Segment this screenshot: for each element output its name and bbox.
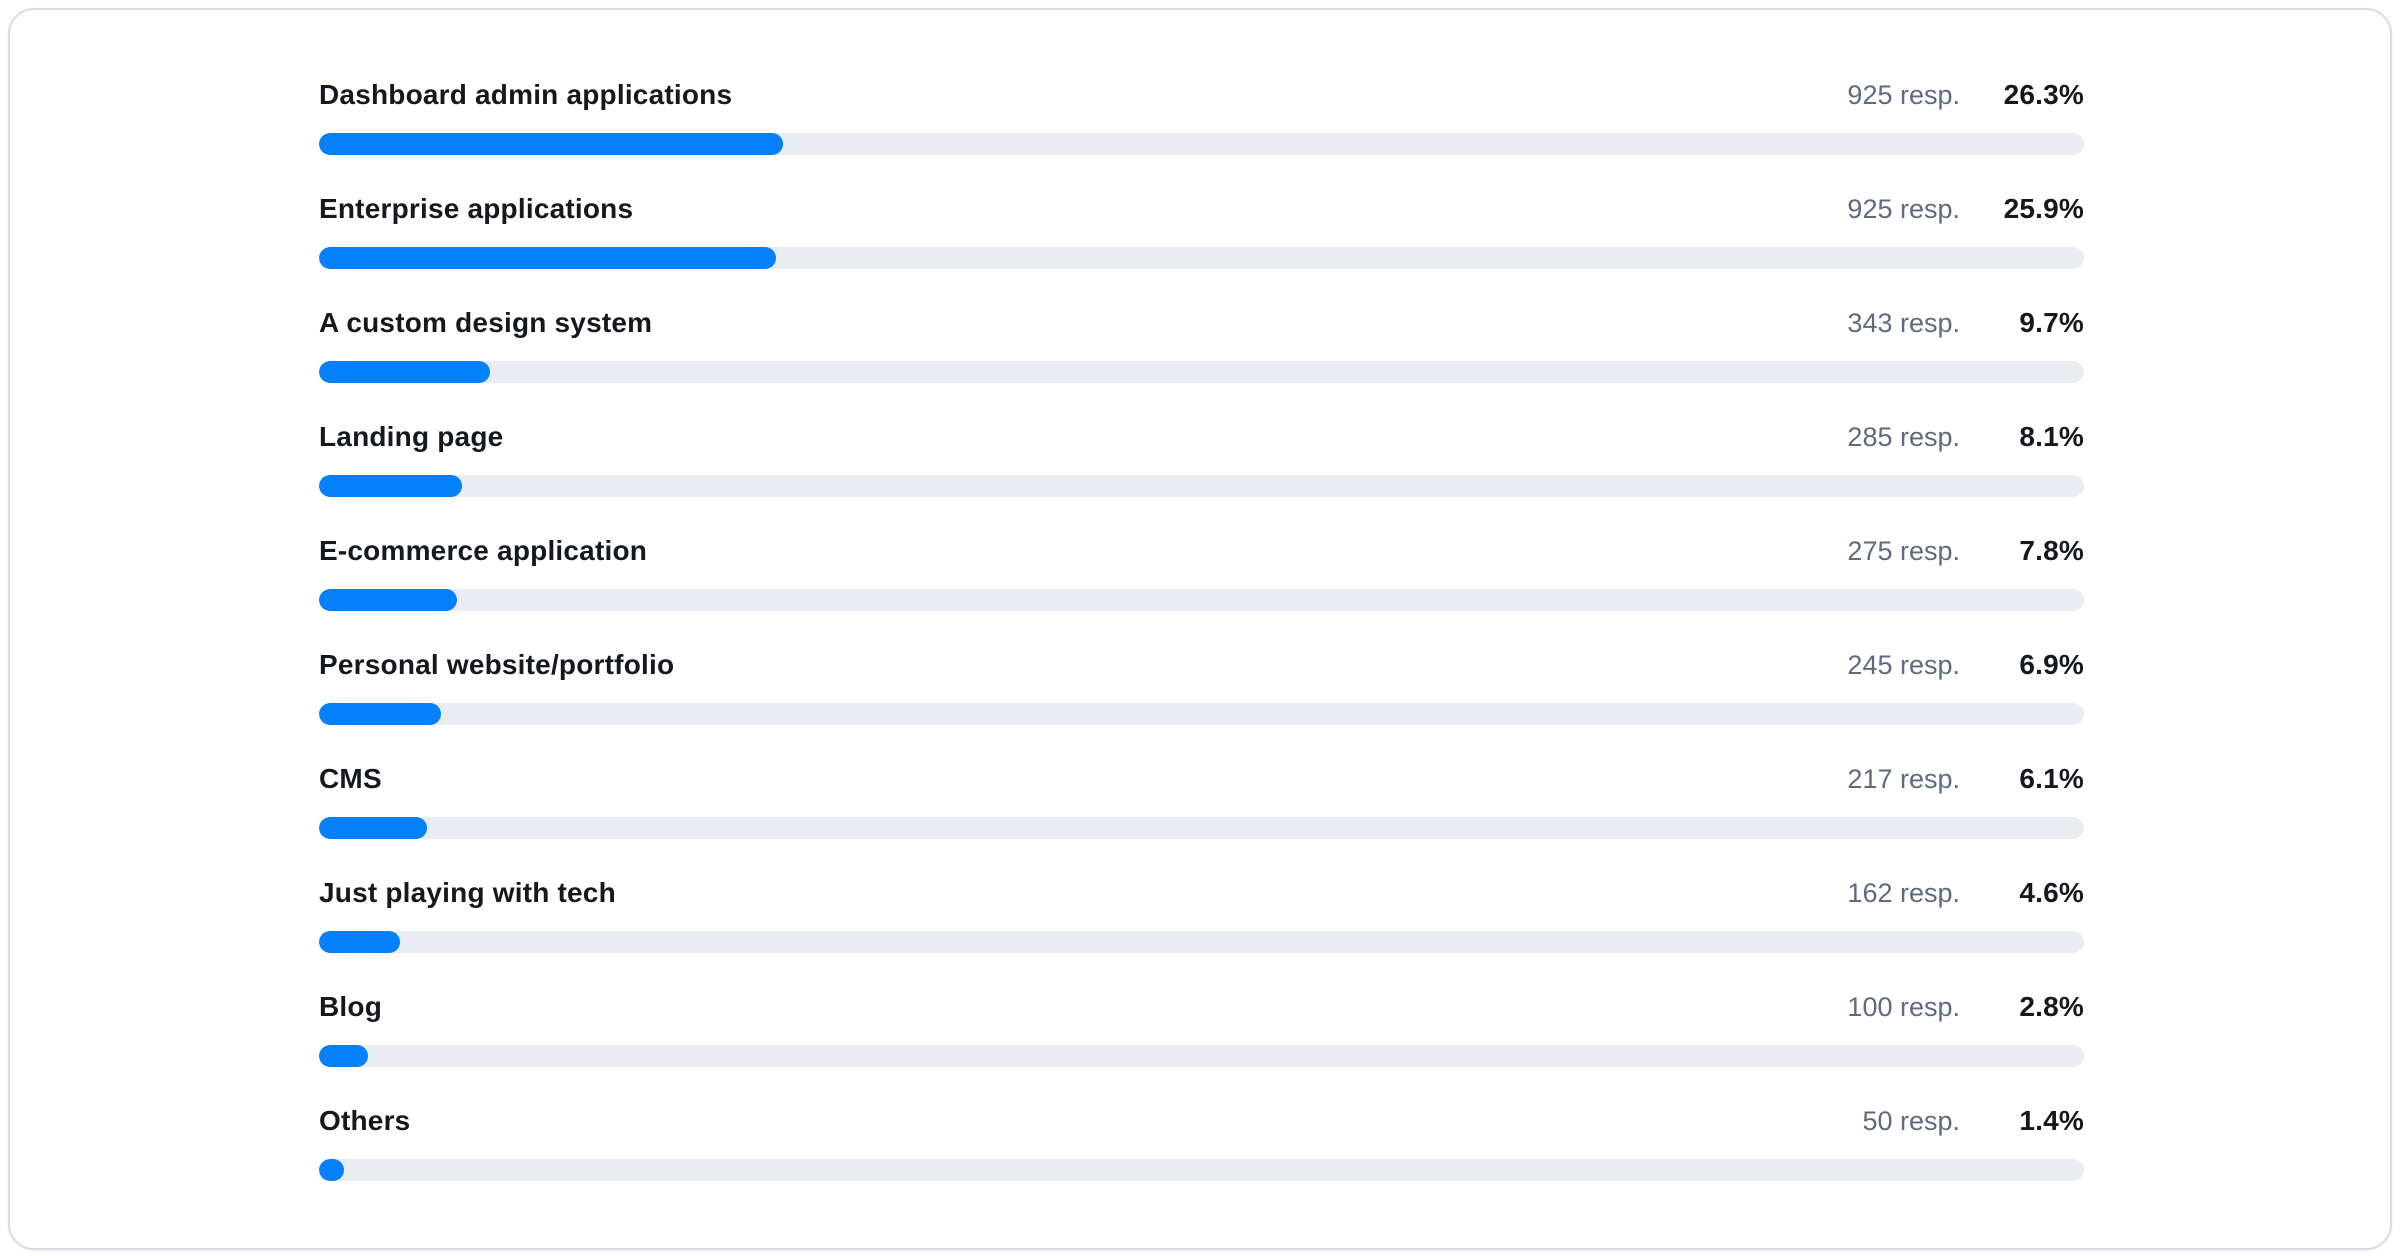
progress-track (319, 589, 2084, 611)
progress-fill (319, 247, 777, 269)
progress-fill (319, 703, 441, 725)
percentage-value: 25.9% (2003, 193, 2084, 224)
respondent-count: 925 resp. (1847, 194, 1960, 224)
survey-row: CMS 217 resp. 6.1% (319, 762, 2084, 839)
respondent-count: 925 resp. (1847, 80, 1960, 110)
progress-fill (319, 133, 784, 155)
percentage-value: 2.8% (2019, 991, 2084, 1022)
option-label: A custom design system (319, 307, 653, 338)
row-header: Personal website/portfolio 245 resp. 6.9… (319, 648, 2084, 682)
option-label: Just playing with tech (319, 877, 616, 908)
survey-row: Others 50 resp. 1.4% (319, 1104, 2084, 1181)
option-label: Personal website/portfolio (319, 649, 675, 680)
percentage-value: 6.1% (2019, 763, 2084, 794)
row-values: 925 resp. 26.3% (1847, 79, 2084, 111)
row-values: 50 resp. 1.4% (1862, 1105, 2084, 1137)
progress-fill (319, 361, 491, 383)
option-label: Others (319, 1105, 411, 1136)
row-header: CMS 217 resp. 6.1% (319, 762, 2084, 796)
progress-track (319, 1159, 2084, 1181)
progress-track (319, 475, 2084, 497)
row-header: Enterprise applications 925 resp. 25.9% (319, 192, 2084, 226)
respondent-count: 162 resp. (1847, 878, 1960, 908)
bar-chart: Dashboard admin applications 925 resp. 2… (319, 78, 2084, 1181)
row-values: 343 resp. 9.7% (1847, 307, 2084, 339)
survey-row: Just playing with tech 162 resp. 4.6% (319, 876, 2084, 953)
survey-row: Blog 100 resp. 2.8% (319, 990, 2084, 1067)
progress-track (319, 817, 2084, 839)
progress-track (319, 1045, 2084, 1067)
row-values: 217 resp. 6.1% (1847, 763, 2084, 795)
respondent-count: 100 resp. (1847, 992, 1960, 1022)
survey-row: E-commerce application 275 resp. 7.8% (319, 534, 2084, 611)
percentage-value: 7.8% (2019, 535, 2084, 566)
percentage-value: 1.4% (2019, 1105, 2084, 1136)
respondent-count: 343 resp. (1847, 308, 1960, 338)
row-values: 275 resp. 7.8% (1847, 535, 2084, 567)
row-header: Blog 100 resp. 2.8% (319, 990, 2084, 1024)
respondent-count: 50 resp. (1862, 1106, 1960, 1136)
option-label: Enterprise applications (319, 193, 634, 224)
option-label: Blog (319, 991, 383, 1022)
row-header: Just playing with tech 162 resp. 4.6% (319, 876, 2084, 910)
option-label: Dashboard admin applications (319, 79, 733, 110)
progress-track (319, 703, 2084, 725)
progress-track (319, 361, 2084, 383)
row-header: A custom design system 343 resp. 9.7% (319, 306, 2084, 340)
progress-fill (319, 1045, 369, 1067)
progress-fill (319, 475, 462, 497)
row-header: Landing page 285 resp. 8.1% (319, 420, 2084, 454)
survey-row: Personal website/portfolio 245 resp. 6.9… (319, 648, 2084, 725)
survey-row: A custom design system 343 resp. 9.7% (319, 306, 2084, 383)
survey-row: Landing page 285 resp. 8.1% (319, 420, 2084, 497)
progress-track (319, 247, 2084, 269)
progress-track (319, 931, 2084, 953)
row-values: 285 resp. 8.1% (1847, 421, 2084, 453)
progress-track (319, 133, 2084, 155)
option-label: E-commerce application (319, 535, 648, 566)
percentage-value: 8.1% (2019, 421, 2084, 452)
row-values: 100 resp. 2.8% (1847, 991, 2084, 1023)
respondent-count: 217 resp. (1847, 764, 1960, 794)
row-header: Dashboard admin applications 925 resp. 2… (319, 78, 2084, 112)
respondent-count: 285 resp. (1847, 422, 1960, 452)
progress-fill (319, 589, 457, 611)
progress-fill (319, 817, 427, 839)
row-values: 162 resp. 4.6% (1847, 877, 2084, 909)
row-header: Others 50 resp. 1.4% (319, 1104, 2084, 1138)
survey-results-card: Dashboard admin applications 925 resp. 2… (8, 8, 2392, 1250)
row-values: 925 resp. 25.9% (1847, 193, 2084, 225)
respondent-count: 245 resp. (1847, 650, 1960, 680)
option-label: CMS (319, 763, 382, 794)
percentage-value: 6.9% (2019, 649, 2084, 680)
survey-row: Dashboard admin applications 925 resp. 2… (319, 78, 2084, 155)
percentage-value: 9.7% (2019, 307, 2084, 338)
row-header: E-commerce application 275 resp. 7.8% (319, 534, 2084, 568)
option-label: Landing page (319, 421, 504, 452)
row-values: 245 resp. 6.9% (1847, 649, 2084, 681)
progress-fill (319, 931, 401, 953)
survey-row: Enterprise applications 925 resp. 25.9% (319, 192, 2084, 269)
percentage-value: 26.3% (2003, 79, 2084, 110)
progress-fill (319, 1159, 344, 1181)
percentage-value: 4.6% (2019, 877, 2084, 908)
respondent-count: 275 resp. (1847, 536, 1960, 566)
